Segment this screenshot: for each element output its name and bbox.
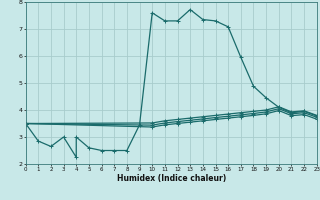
X-axis label: Humidex (Indice chaleur): Humidex (Indice chaleur): [116, 174, 226, 183]
